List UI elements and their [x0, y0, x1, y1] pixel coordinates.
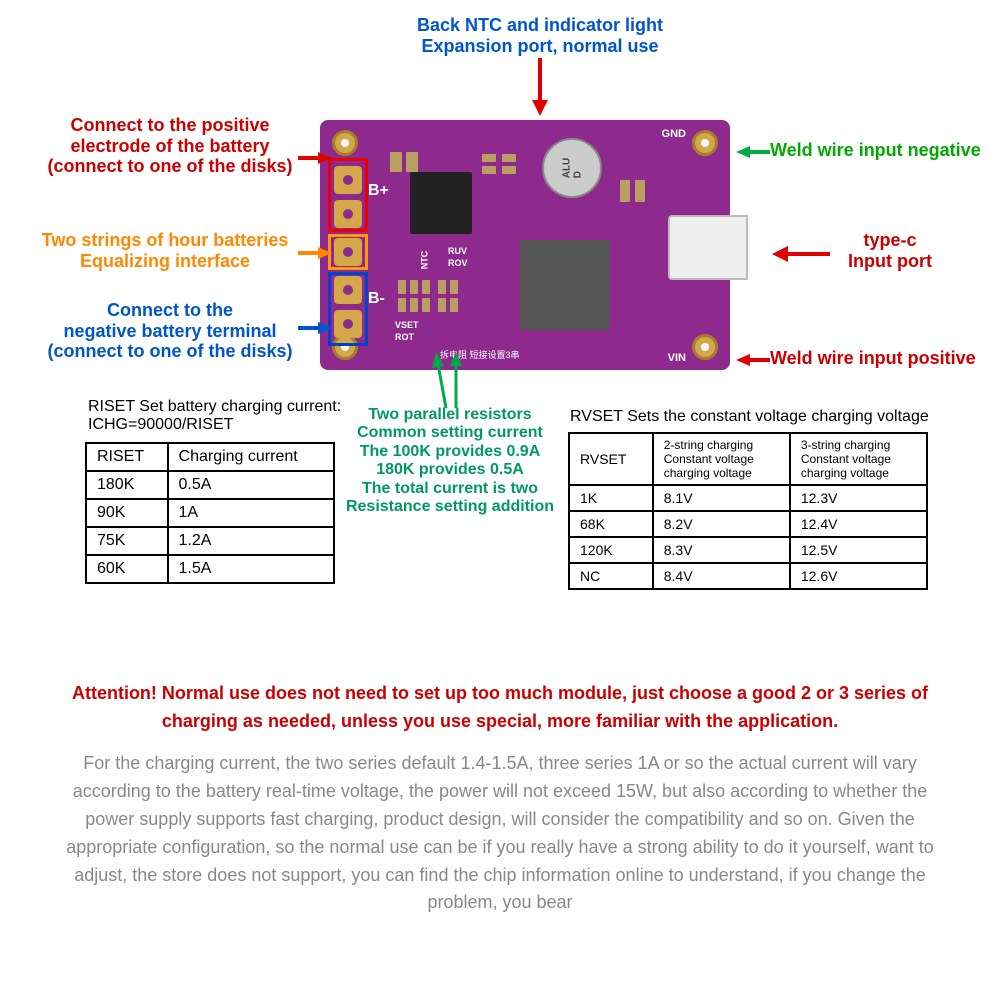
arrow-bplus	[298, 150, 332, 166]
top-label-l2: Expansion port, normal use	[400, 36, 680, 57]
silk-vin: VIN	[668, 352, 686, 364]
vin-arrow	[736, 352, 770, 368]
top-label-l1: Back NTC and indicator light	[400, 15, 680, 36]
table-left-title: RISET Set battery charging current: ICHG…	[88, 398, 341, 434]
box-bminus	[328, 272, 368, 346]
resistor-arrow2	[448, 352, 468, 408]
silk-gnd: GND	[662, 128, 686, 140]
vin-label: Weld wire input positive	[770, 348, 976, 369]
top-label: Back NTC and indicator light Expansion p…	[400, 15, 680, 56]
silk-vset: VSET	[395, 320, 419, 330]
attention-text: Attention! Normal use does not need to s…	[70, 680, 930, 736]
hole-br	[692, 334, 718, 360]
silk-rot: ROT	[395, 332, 414, 342]
gnd-arrow	[736, 144, 770, 160]
arrow-eq	[298, 245, 332, 261]
usb-c-port	[668, 215, 748, 280]
silk-ruv: RUV	[448, 246, 467, 256]
gnd-label: Weld wire input negative	[770, 140, 981, 161]
pcb-board: B+ B- GND VIN NTC RUV ROV VSET ROT ALUD …	[320, 120, 730, 370]
arrow-bminus	[298, 320, 332, 336]
equalize-label: Two strings of hour batteries Equalizing…	[20, 230, 310, 271]
bat-pos-label: Connect to the positive electrode of the…	[30, 115, 310, 177]
top-arrow	[530, 58, 550, 118]
silk-bplus: B+	[368, 182, 389, 200]
hole-tl	[332, 130, 358, 156]
footer-text: For the charging current, the two series…	[55, 750, 945, 917]
bat-neg-label: Connect to the negative battery terminal…	[30, 300, 310, 362]
table-right-title: RVSET Sets the constant voltage charging…	[570, 408, 929, 426]
box-bplus	[328, 158, 368, 232]
resistor-note: Two parallel resistors Common setting cu…	[335, 406, 565, 516]
rvset-table: RVSET 2-string charging Constant voltage…	[568, 432, 928, 590]
riset-table: RISETCharging current 180K0.5A 90K1A 75K…	[85, 442, 335, 584]
silk-ntc: NTC	[419, 251, 429, 270]
typec-label: type-c Input port	[830, 230, 950, 271]
inductor	[520, 240, 610, 330]
silk-rov: ROV	[448, 258, 468, 268]
silk-bminus: B-	[368, 290, 385, 308]
hole-tr	[692, 130, 718, 156]
typec-arrow	[770, 244, 830, 264]
box-eq	[328, 234, 368, 270]
ic-main	[410, 172, 472, 234]
capacitor: ALUD	[542, 138, 602, 198]
